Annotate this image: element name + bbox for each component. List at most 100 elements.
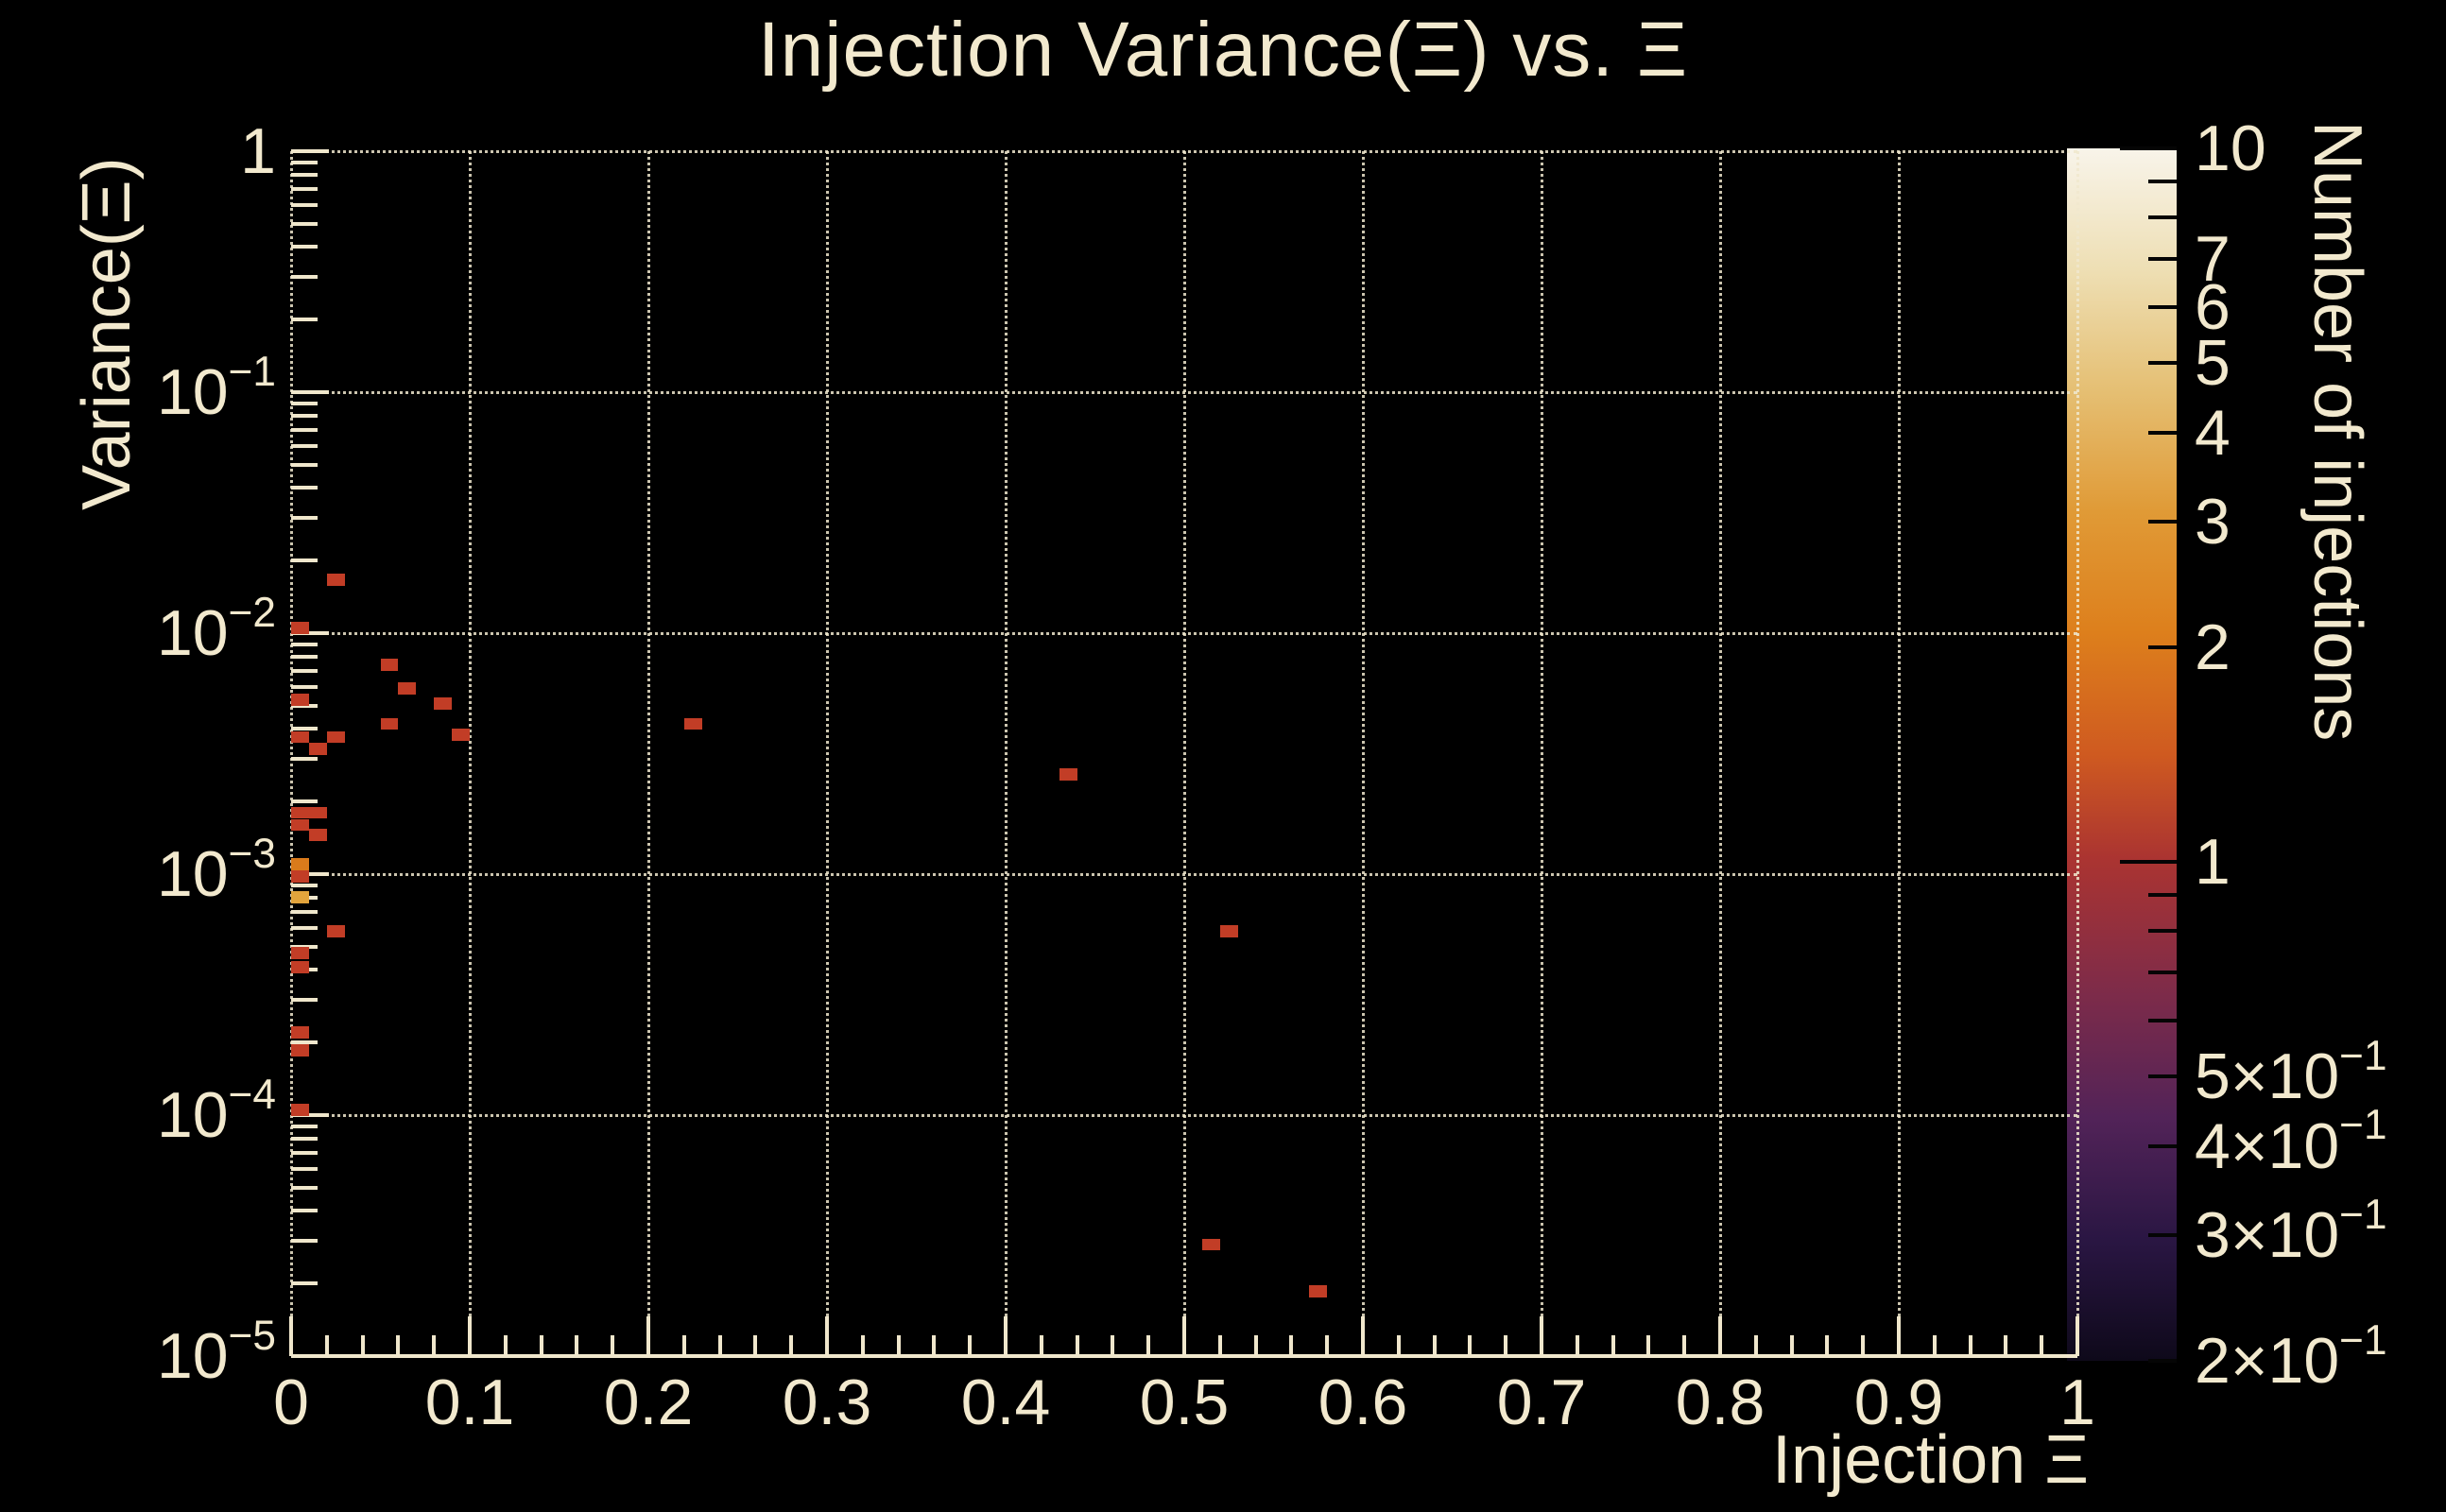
data-cell: [1309, 1285, 1328, 1298]
x-minor-tick: [503, 1335, 508, 1356]
x-minor-tick: [1325, 1335, 1330, 1356]
x-minor-tick: [1861, 1335, 1866, 1356]
data-cell: [452, 728, 470, 741]
colorbar-tick: [2148, 304, 2177, 309]
gridline-vertical: [826, 151, 829, 1356]
y-tick-label: 1: [240, 115, 276, 187]
gridline-vertical: [1541, 151, 1543, 1356]
colorbar-tick-label: 7: [2195, 222, 2231, 295]
x-minor-tick: [753, 1335, 758, 1356]
gridline-horizontal: [291, 150, 2077, 153]
y-tick-label: 10−4: [156, 1071, 276, 1151]
x-tick-label: 1: [2059, 1366, 2095, 1438]
x-minor-tick: [789, 1335, 794, 1356]
data-cell: [291, 869, 309, 883]
y-minor-tick: [291, 462, 318, 467]
data-cell: [380, 717, 399, 730]
data-cell: [291, 1104, 309, 1116]
x-minor-tick: [1825, 1335, 1830, 1356]
y-major-tick: [291, 1113, 329, 1117]
gridline-horizontal: [291, 1114, 2077, 1117]
x-minor-tick: [1039, 1335, 1043, 1356]
y-minor-tick: [291, 1209, 318, 1213]
x-minor-tick: [611, 1335, 615, 1356]
y-minor-tick: [291, 1185, 318, 1190]
colorbar-tick: [2148, 1143, 2177, 1148]
y-minor-tick: [291, 1124, 318, 1128]
colorbar-tick-label: 10: [2195, 112, 2266, 184]
y-minor-tick: [291, 1136, 318, 1141]
data-cell: [1201, 1238, 1220, 1251]
x-minor-tick: [2004, 1335, 2008, 1356]
gridline-vertical: [647, 151, 650, 1356]
y-major-tick: [291, 390, 329, 394]
y-minor-tick: [291, 160, 318, 164]
colorbar-tick: [2120, 146, 2177, 150]
colorbar-minor-tick: [2148, 215, 2177, 220]
y-minor-tick: [291, 186, 318, 191]
colorbar-tick: [2148, 519, 2177, 524]
y-minor-tick: [291, 1040, 318, 1045]
colorbar-minor-tick: [2148, 1018, 2177, 1022]
y-tick-label: 10−2: [156, 589, 276, 669]
colorbar-minor-tick: [2148, 179, 2177, 183]
x-minor-tick: [1932, 1335, 1937, 1356]
y-tick-label: 10−5: [156, 1312, 276, 1392]
y-minor-tick: [291, 727, 318, 731]
x-major-tick: [646, 1316, 650, 1356]
data-cell: [308, 829, 327, 842]
colorbar-minor-tick: [2148, 971, 2177, 975]
x-major-tick: [1897, 1316, 1901, 1356]
data-cell: [1059, 767, 1077, 781]
gridline-vertical: [1183, 151, 1186, 1356]
x-major-tick: [1004, 1316, 1008, 1356]
colorbar-tick-label: 6: [2195, 270, 2231, 343]
x-major-tick: [1361, 1316, 1365, 1356]
x-axis-line: [291, 1354, 2077, 1358]
x-tick-label: 0.6: [1318, 1366, 1408, 1438]
y-minor-tick: [291, 401, 318, 405]
y-minor-tick: [291, 427, 318, 432]
x-major-tick: [1182, 1316, 1186, 1356]
x-tick-label: 0.8: [1675, 1366, 1766, 1438]
x-minor-tick: [1432, 1335, 1437, 1356]
colorbar-tick: [2148, 1074, 2177, 1079]
x-minor-tick: [1217, 1335, 1222, 1356]
y-axis-title: Variance(Ξ): [69, 157, 145, 510]
y-minor-tick: [291, 443, 318, 448]
x-major-tick: [1540, 1316, 1543, 1356]
y-minor-tick: [291, 516, 318, 521]
x-minor-tick: [717, 1335, 722, 1356]
data-cell: [291, 818, 309, 832]
colorbar-tick-label: 5: [2195, 327, 2231, 400]
y-major-tick: [291, 1354, 329, 1358]
gridline-vertical: [1898, 151, 1901, 1356]
y-minor-tick: [291, 1281, 318, 1286]
data-cell: [291, 947, 309, 959]
y-minor-tick: [291, 275, 318, 280]
data-cell: [291, 622, 309, 634]
colorbar-tick-label: 3: [2195, 485, 2231, 558]
x-minor-tick: [1146, 1335, 1151, 1356]
y-major-tick: [291, 872, 329, 876]
x-tick-label: 0.5: [1139, 1366, 1230, 1438]
y-major-tick: [291, 149, 329, 153]
gridline-vertical: [1362, 151, 1365, 1356]
x-axis-title: Injection Ξ: [1772, 1422, 2089, 1498]
colorbar-tick-label: 5×10−1: [2195, 1033, 2387, 1113]
y-minor-tick: [291, 318, 318, 322]
colorbar-tick: [2148, 430, 2177, 435]
colorbar-tick-label: 2×10−1: [2195, 1316, 2387, 1397]
x-minor-tick: [1575, 1335, 1579, 1356]
y-minor-tick: [291, 202, 318, 207]
y-minor-tick: [291, 1150, 318, 1155]
data-cell: [308, 743, 327, 756]
x-minor-tick: [968, 1335, 973, 1356]
x-minor-tick: [932, 1335, 937, 1356]
x-minor-tick: [1646, 1335, 1651, 1356]
x-minor-tick: [681, 1335, 686, 1356]
x-major-tick: [468, 1316, 472, 1356]
x-minor-tick: [1968, 1335, 1972, 1356]
x-minor-tick: [1289, 1335, 1294, 1356]
